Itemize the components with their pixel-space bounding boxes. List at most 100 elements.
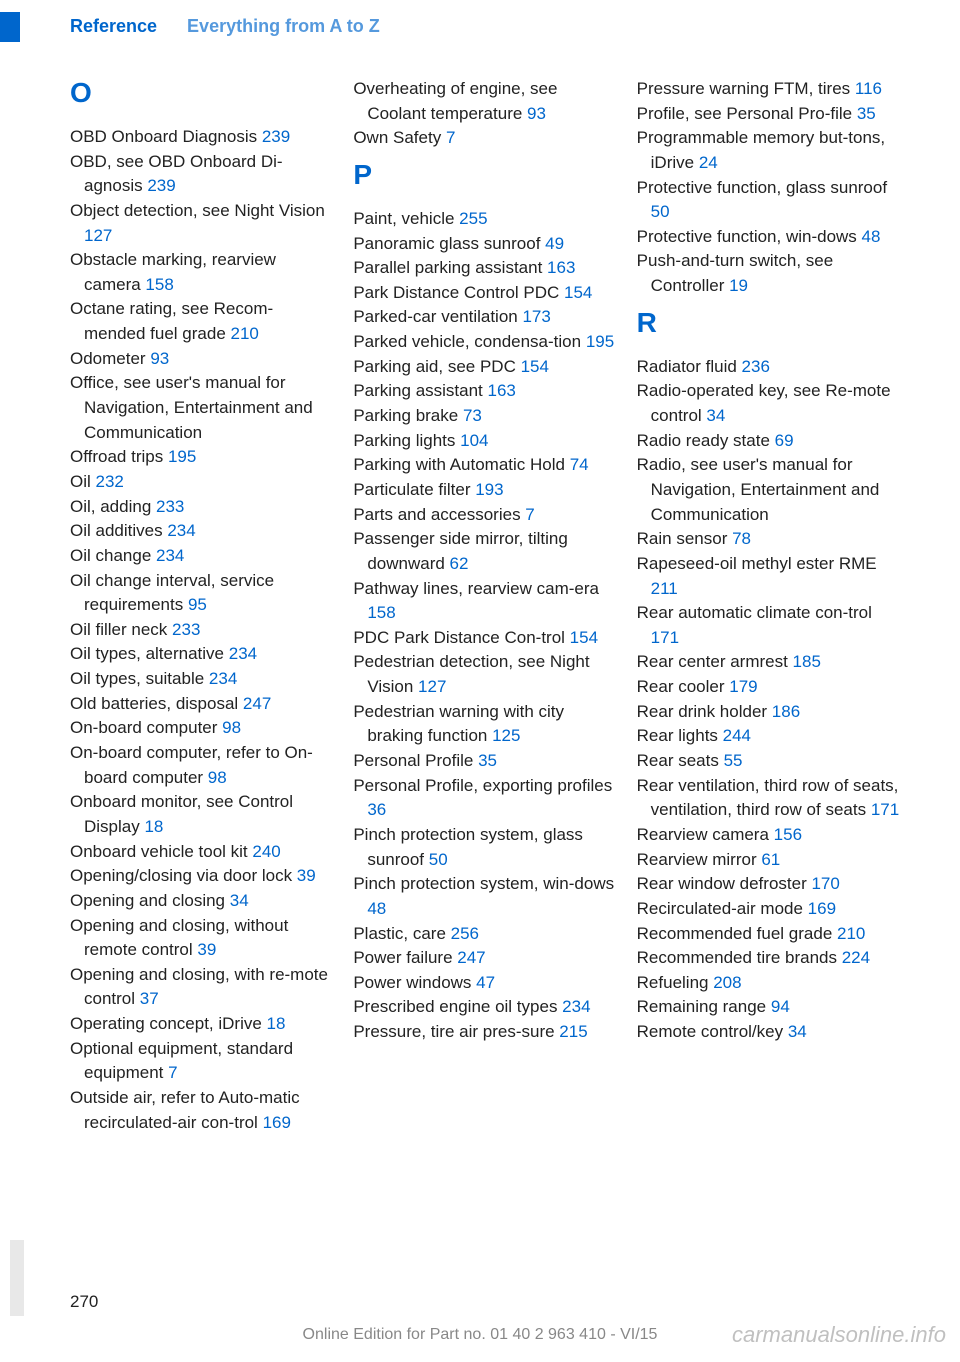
page-ref[interactable]: 234 xyxy=(229,644,257,663)
page-ref[interactable]: 47 xyxy=(476,973,495,992)
page-ref[interactable]: 116 xyxy=(855,79,882,98)
page-ref[interactable]: 18 xyxy=(267,1014,286,1033)
page-ref[interactable]: 98 xyxy=(208,768,227,787)
page-ref[interactable]: 34 xyxy=(706,406,725,425)
index-entry: Parking with Automatic Hold 74 xyxy=(353,453,616,478)
page-ref[interactable]: 18 xyxy=(144,817,163,836)
page-ref[interactable]: 95 xyxy=(188,595,207,614)
page-ref[interactable]: 7 xyxy=(525,505,534,524)
page-ref[interactable]: 158 xyxy=(145,275,173,294)
page-ref[interactable]: 73 xyxy=(463,406,482,425)
page-ref[interactable]: 93 xyxy=(527,104,546,123)
page-ref[interactable]: 50 xyxy=(429,850,448,869)
page-ref[interactable]: 170 xyxy=(811,874,839,893)
page-ref[interactable]: 239 xyxy=(147,176,175,195)
page-ref[interactable]: 195 xyxy=(586,332,614,351)
page-ref[interactable]: 255 xyxy=(459,209,487,228)
page-ref[interactable]: 224 xyxy=(842,948,870,967)
page-ref[interactable]: 62 xyxy=(450,554,469,573)
page-ref[interactable]: 163 xyxy=(547,258,575,277)
entry-text: Paint, vehicle xyxy=(353,209,459,228)
index-entry: Parts and accessories 7 xyxy=(353,503,616,528)
page-header: Reference Everything from A to Z xyxy=(0,0,960,37)
page-ref[interactable]: 234 xyxy=(167,521,195,540)
page-ref[interactable]: 104 xyxy=(460,431,488,450)
page-ref[interactable]: 127 xyxy=(84,226,112,245)
entry-text: Rear seats xyxy=(637,751,724,770)
page-ref[interactable]: 236 xyxy=(742,357,770,376)
page-ref[interactable]: 247 xyxy=(243,694,271,713)
page-ref[interactable]: 154 xyxy=(521,357,549,376)
page-ref[interactable]: 154 xyxy=(564,283,592,302)
page-ref[interactable]: 240 xyxy=(252,842,280,861)
page-ref[interactable]: 173 xyxy=(522,307,550,326)
page-ref[interactable]: 233 xyxy=(156,497,184,516)
page-ref[interactable]: 154 xyxy=(570,628,598,647)
page-ref[interactable]: 98 xyxy=(222,718,241,737)
index-entry: Oil 232 xyxy=(70,470,333,495)
page-ref[interactable]: 256 xyxy=(451,924,479,943)
index-entry: Octane rating, see Recom‐mended fuel gra… xyxy=(70,297,333,346)
page-ref[interactable]: 247 xyxy=(457,948,485,967)
page-ref[interactable]: 233 xyxy=(172,620,200,639)
page-ref[interactable]: 74 xyxy=(570,455,589,474)
page-ref[interactable]: 50 xyxy=(651,202,670,221)
page-ref[interactable]: 234 xyxy=(562,997,590,1016)
page-ref[interactable]: 7 xyxy=(168,1063,177,1082)
page-ref[interactable]: 39 xyxy=(297,866,316,885)
page-ref[interactable]: 19 xyxy=(729,276,748,295)
page-ref[interactable]: 210 xyxy=(837,924,865,943)
page-ref[interactable]: 186 xyxy=(772,702,800,721)
page-ref[interactable]: 37 xyxy=(140,989,159,1008)
page-ref[interactable]: 211 xyxy=(651,579,678,598)
page-ref[interactable]: 69 xyxy=(775,431,794,450)
page-ref[interactable]: 7 xyxy=(446,128,455,147)
page-ref[interactable]: 39 xyxy=(197,940,216,959)
page-ref[interactable]: 156 xyxy=(774,825,802,844)
index-entry: Opening/closing via door lock 39 xyxy=(70,864,333,889)
entry-text: Rapeseed-oil methyl ester RME xyxy=(637,554,877,573)
page-ref[interactable]: 171 xyxy=(651,628,679,647)
page-ref[interactable]: 234 xyxy=(209,669,237,688)
page-ref[interactable]: 34 xyxy=(788,1022,807,1041)
index-entry: Overheating of engine, see Coolant tempe… xyxy=(353,77,616,126)
entry-text: Pinch protection system, glass sunroof xyxy=(353,825,583,869)
page-ref[interactable]: 239 xyxy=(262,127,290,146)
page-ref[interactable]: 215 xyxy=(559,1022,587,1041)
page-ref[interactable]: 127 xyxy=(418,677,446,696)
page-ref[interactable]: 94 xyxy=(771,997,790,1016)
entry-text: Rear drink holder xyxy=(637,702,772,721)
entry-text: OBD Onboard Diagnosis xyxy=(70,127,262,146)
page-ref[interactable]: 244 xyxy=(723,726,751,745)
page-ref[interactable]: 49 xyxy=(545,234,564,253)
index-entry: Rain sensor 78 xyxy=(637,527,900,552)
page-ref[interactable]: 35 xyxy=(857,104,876,123)
page-ref[interactable]: 193 xyxy=(475,480,503,499)
page-ref[interactable]: 232 xyxy=(96,472,124,491)
page-ref[interactable]: 125 xyxy=(492,726,520,745)
page-ref[interactable]: 34 xyxy=(230,891,249,910)
page-ref[interactable]: 48 xyxy=(862,227,881,246)
page-ref[interactable]: 234 xyxy=(156,546,184,565)
page-ref[interactable]: 208 xyxy=(713,973,741,992)
entry-text: Particulate filter xyxy=(353,480,475,499)
page-ref[interactable]: 78 xyxy=(732,529,751,548)
page-ref[interactable]: 48 xyxy=(367,899,386,918)
index-entry: Personal Profile 35 xyxy=(353,749,616,774)
page-ref[interactable]: 195 xyxy=(168,447,196,466)
page-ref[interactable]: 163 xyxy=(488,381,516,400)
page-ref[interactable]: 169 xyxy=(808,899,836,918)
page-ref[interactable]: 179 xyxy=(729,677,757,696)
page-ref[interactable]: 61 xyxy=(761,850,780,869)
page-ref[interactable]: 55 xyxy=(724,751,743,770)
page-ref[interactable]: 35 xyxy=(478,751,497,770)
page-ref[interactable]: 210 xyxy=(231,324,259,343)
page-ref[interactable]: 93 xyxy=(150,349,169,368)
index-entry: Parking brake 73 xyxy=(353,404,616,429)
page-ref[interactable]: 171 xyxy=(871,800,899,819)
page-ref[interactable]: 24 xyxy=(699,153,718,172)
page-ref[interactable]: 169 xyxy=(263,1113,291,1132)
page-ref[interactable]: 36 xyxy=(367,800,386,819)
page-ref[interactable]: 158 xyxy=(367,603,395,622)
page-ref[interactable]: 185 xyxy=(793,652,821,671)
